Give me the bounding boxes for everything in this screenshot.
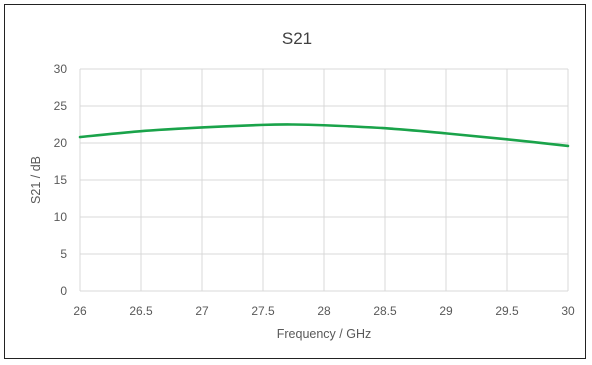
x-tick-label: 28 (317, 304, 331, 318)
y-tick-label: 20 (54, 136, 68, 150)
x-tick-label: 29 (439, 304, 453, 318)
y-axis-label: S21 / dB (29, 156, 43, 204)
x-tick-label: 27 (195, 304, 209, 318)
y-tick-labels: 0 5 10 15 20 25 30 (54, 62, 68, 298)
x-tick-label: 28.5 (373, 304, 397, 318)
x-tick-label: 29.5 (495, 304, 519, 318)
chart-frame (4, 4, 586, 359)
x-tick-label: 30 (561, 304, 575, 318)
chart-title: S21 (282, 29, 312, 48)
series-layer (78, 123, 570, 148)
y-tick-label: 25 (54, 99, 68, 113)
y-tick-label: 30 (54, 62, 68, 76)
x-tick-label: 26 (73, 304, 87, 318)
x-tick-labels: 26 26.5 27 27.5 28 28.5 29 29.5 30 (73, 304, 575, 318)
x-gridlines (79, 69, 569, 291)
y-tick-label: 10 (54, 210, 68, 224)
x-tick-label: 26.5 (129, 304, 153, 318)
y-tick-label: 5 (60, 247, 67, 261)
y-tick-label: 15 (54, 173, 68, 187)
s21-series-line (78, 123, 570, 148)
y-tick-label: 0 (60, 284, 67, 298)
x-axis-label: Frequency / GHz (277, 327, 371, 341)
x-tick-label: 27.5 (251, 304, 275, 318)
